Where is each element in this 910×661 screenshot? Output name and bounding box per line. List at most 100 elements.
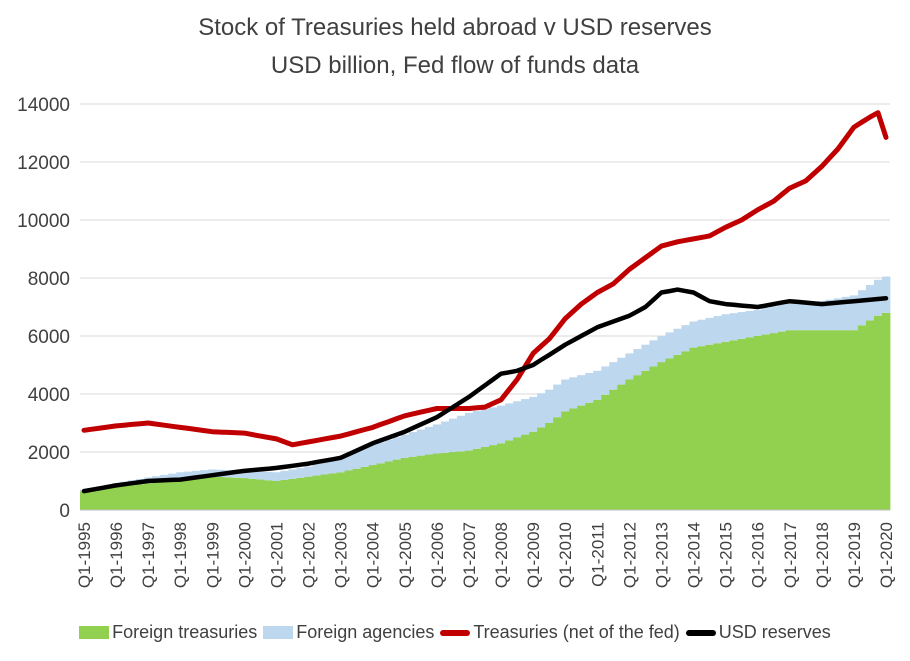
bar-foreign-treasuries (529, 431, 538, 510)
bar-foreign-treasuries (561, 411, 570, 510)
bar-foreign-agencies (489, 407, 498, 446)
y-tick-label: 4000 (28, 385, 70, 406)
bar-foreign-agencies (665, 332, 674, 359)
bar-foreign-agencies (336, 456, 346, 473)
bar-foreign-treasuries (641, 370, 650, 510)
bar-foreign-agencies (312, 463, 321, 476)
bar-foreign-treasuries (472, 448, 482, 510)
bar-foreign-treasuries (809, 330, 819, 510)
bar-foreign-agencies (753, 309, 763, 336)
bar-foreign-treasuries (464, 450, 474, 510)
x-tick-label: Q1-2020 (877, 522, 896, 588)
bar-foreign-treasuries (80, 491, 89, 510)
bar-foreign-agencies (448, 418, 458, 452)
bar-foreign-agencies (769, 306, 779, 334)
bar-foreign-treasuries (521, 434, 530, 510)
bar-foreign-treasuries (280, 479, 289, 510)
bar-foreign-treasuries (593, 399, 602, 510)
bar-foreign-treasuries (200, 477, 209, 510)
bar-foreign-treasuries (681, 351, 690, 510)
bar-foreign-treasuries (416, 455, 426, 510)
bar-foreign-agencies (256, 471, 265, 480)
bar-foreign-agencies (360, 447, 370, 467)
bar-foreign-treasuries (184, 478, 193, 510)
x-tick-label: Q1-2017 (781, 522, 800, 588)
bar-foreign-agencies (609, 362, 618, 390)
bar-foreign-agencies (456, 415, 466, 452)
bar-foreign-treasuries (705, 344, 714, 510)
bar-foreign-treasuries (785, 330, 795, 510)
bar-foreign-agencies (296, 467, 305, 478)
bar-foreign-treasuries (545, 423, 554, 510)
x-tick-label: Q1-1995 (75, 522, 94, 588)
bar-foreign-agencies (432, 424, 442, 454)
bar-foreign-agencies (705, 317, 714, 345)
bar-foreign-treasuries (360, 466, 370, 510)
bar-foreign-treasuries (288, 478, 297, 510)
bar-foreign-agencies (505, 403, 514, 441)
bar-foreign-agencies (416, 429, 426, 456)
legend-swatch (79, 626, 110, 639)
x-tick-label: Q1-2010 (556, 522, 575, 588)
bar-foreign-treasuries (144, 483, 153, 510)
legend-swatch (685, 629, 716, 636)
legend-label: USD reserves (718, 622, 831, 642)
bar-foreign-treasuries (505, 440, 514, 510)
bar-foreign-treasuries (312, 475, 321, 510)
bar-foreign-treasuries (569, 408, 578, 510)
bar-foreign-agencies (857, 290, 867, 326)
bar-foreign-treasuries (336, 472, 346, 510)
bar-foreign-agencies (713, 316, 722, 344)
bar-foreign-treasuries (440, 452, 450, 510)
bar-foreign-agencies (809, 301, 819, 331)
series-lines (81, 110, 889, 494)
bar-foreign-treasuries (745, 337, 755, 510)
bar-foreign-agencies (176, 472, 185, 480)
bar-foreign-treasuries (208, 476, 217, 510)
x-tick-label: Q1-2011 (588, 522, 607, 587)
bar-foreign-treasuries (376, 463, 386, 510)
bar-foreign-treasuries (216, 477, 225, 510)
bar-foreign-treasuries (456, 451, 466, 510)
bar-foreign-agencies (729, 313, 739, 341)
y-tick-label: 6000 (28, 327, 70, 348)
line-treasuries-net-of-fed (81, 110, 889, 448)
bar-foreign-treasuries (657, 362, 666, 510)
bar-foreign-treasuries (384, 461, 394, 510)
bar-foreign-treasuries (601, 394, 610, 510)
bar-foreign-treasuries (873, 315, 883, 510)
bar-foreign-agencies (833, 298, 843, 331)
bar-foreign-agencies (681, 325, 690, 352)
bar-foreign-agencies (280, 470, 289, 480)
bar-foreign-agencies (304, 466, 313, 477)
bar-foreign-agencies (721, 314, 731, 342)
bar-foreign-agencies (192, 470, 201, 479)
bar-foreign-treasuries (256, 479, 265, 510)
bar-foreign-agencies (785, 302, 795, 331)
bar-foreign-treasuries (88, 490, 97, 510)
x-tick-label: Q1-2007 (460, 522, 479, 588)
bar-foreign-treasuries (152, 482, 161, 510)
bar-foreign-treasuries (857, 325, 867, 510)
bar-foreign-treasuries (120, 485, 129, 510)
x-tick-label: Q1-1997 (139, 522, 158, 588)
bar-foreign-treasuries (729, 340, 739, 510)
line-usd-reserves (81, 287, 889, 494)
chart-title: Stock of Treasuries held abroad v USD re… (198, 14, 712, 41)
bar-foreign-agencies (400, 434, 410, 458)
bar-foreign-treasuries (825, 330, 835, 510)
y-tick-label: 14000 (17, 95, 70, 116)
legend-label: Treasuries (net of the fed) (473, 622, 680, 642)
bar-foreign-treasuries (849, 330, 859, 510)
x-tick-label: Q1-2005 (396, 522, 415, 588)
bar-foreign-agencies (865, 285, 875, 321)
legend-item-treasuries-net: Treasuries (net of the fed) (440, 622, 680, 643)
bar-foreign-treasuries (352, 468, 362, 510)
bar-foreign-agencies (761, 308, 771, 335)
bar-foreign-treasuries (104, 487, 113, 510)
bar-foreign-treasuries (96, 488, 105, 510)
bar-foreign-agencies (601, 366, 610, 395)
bar-foreign-treasuries (761, 334, 771, 510)
bar-foreign-treasuries (304, 476, 313, 510)
y-tick-label: 0 (59, 501, 70, 522)
